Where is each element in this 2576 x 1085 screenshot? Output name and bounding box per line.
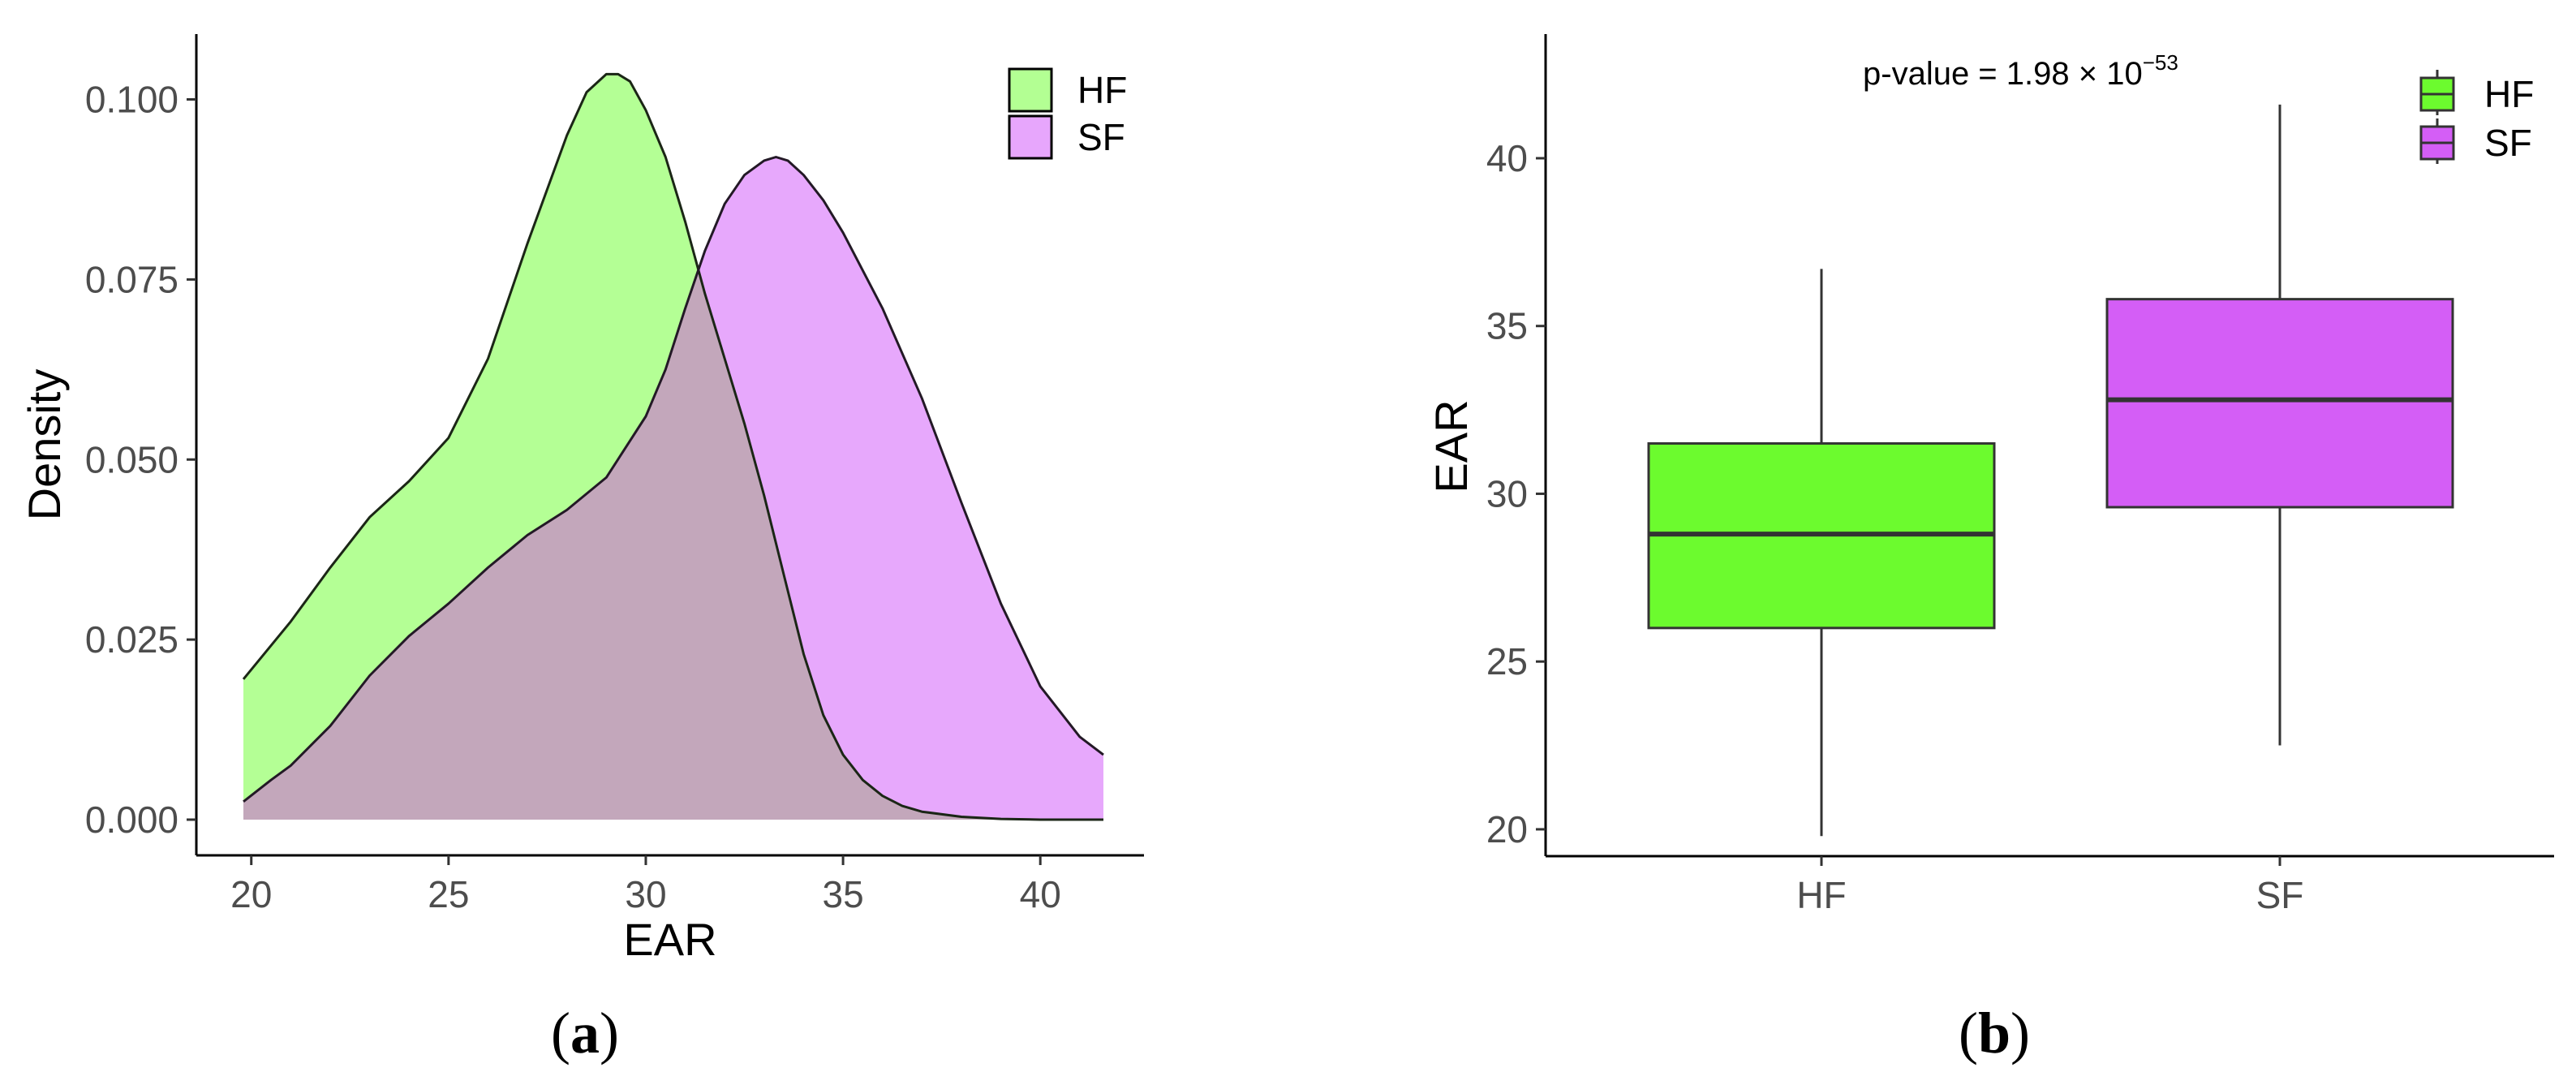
panel-label-open: ( — [1959, 1001, 1978, 1066]
p-value-text: p-value = 1.98 × 10 — [1863, 56, 2143, 92]
legend-label-hf: HF — [2484, 73, 2534, 115]
panel-label-b: (b) — [1959, 1001, 2030, 1066]
y-tick-label: 0.075 — [85, 258, 178, 300]
box-iqr — [2105, 298, 2454, 509]
x-tick-label: HF — [1796, 874, 1846, 916]
x-tick-label: 35 — [822, 873, 863, 915]
y-tick-label: 0.025 — [85, 618, 178, 661]
y-tick-label: 0.100 — [85, 79, 178, 121]
x-axis-title: EAR — [623, 914, 716, 965]
panel-label-open: ( — [551, 1001, 570, 1066]
y-axis-title: Density — [19, 369, 70, 521]
legend-label-hf: HF — [1077, 69, 1127, 111]
p-value-annotation: p-value = 1.98 × 10−53 — [1863, 50, 2178, 92]
legend-label-sf: SF — [2484, 122, 2532, 164]
density-curve-hf — [242, 72, 1103, 821]
y-ticks: 0.000 0.025 0.050 0.075 0.100 — [85, 79, 196, 841]
x-ticks: 20 25 30 35 40 — [230, 855, 1061, 915]
density-areas — [242, 72, 1104, 821]
panel-label-letter: a — [570, 1001, 600, 1066]
y-tick-label: 0.000 — [85, 799, 178, 841]
p-value-exponent: −53 — [2143, 50, 2178, 75]
density-overlap-area — [243, 273, 1103, 820]
x-ticks: HF SF — [1796, 856, 2303, 916]
legend-label-sf: SF — [1077, 116, 1125, 158]
legend: HF SF — [2419, 70, 2534, 164]
y-tick-label: 0.050 — [85, 438, 178, 480]
y-tick-label: 40 — [1486, 137, 1528, 179]
density-curve-sf — [243, 156, 1104, 803]
y-ticks: 20 25 30 35 40 — [1486, 137, 1546, 850]
y-tick-label: 30 — [1486, 472, 1528, 515]
legend-key-sf — [1008, 114, 1053, 160]
panel-label-a: (a) — [551, 1001, 619, 1066]
panel-label-close: ) — [600, 1001, 619, 1066]
y-tick-label: 35 — [1486, 305, 1528, 347]
x-tick-label: 30 — [625, 873, 666, 915]
legend-key-hf — [1008, 67, 1053, 113]
legend: HF SF — [1008, 67, 1127, 160]
x-tick-label: SF — [2256, 874, 2304, 916]
boxplot-sf — [2105, 104, 2454, 746]
y-tick-label: 20 — [1486, 808, 1528, 850]
x-tick-label: 25 — [428, 873, 469, 915]
boxplot-chart-panel: HF SF 20 25 30 35 40 EAR p-value = 1.98 × 10−… — [1426, 34, 2554, 1066]
panel-label-letter: b — [1978, 1001, 2010, 1066]
density-chart-panel: 20 25 30 35 40 0.000 0.025 0.050 0.075 0.100 EAR… — [19, 34, 1144, 1066]
y-tick-label: 25 — [1486, 640, 1528, 682]
x-tick-label: 40 — [1020, 873, 1061, 915]
y-axis-title: EAR — [1426, 399, 1477, 493]
panel-label-close: ) — [2010, 1001, 2030, 1066]
x-tick-label: 20 — [230, 873, 272, 915]
boxplot-hf — [1647, 269, 1996, 837]
boxplots — [1647, 104, 2454, 837]
